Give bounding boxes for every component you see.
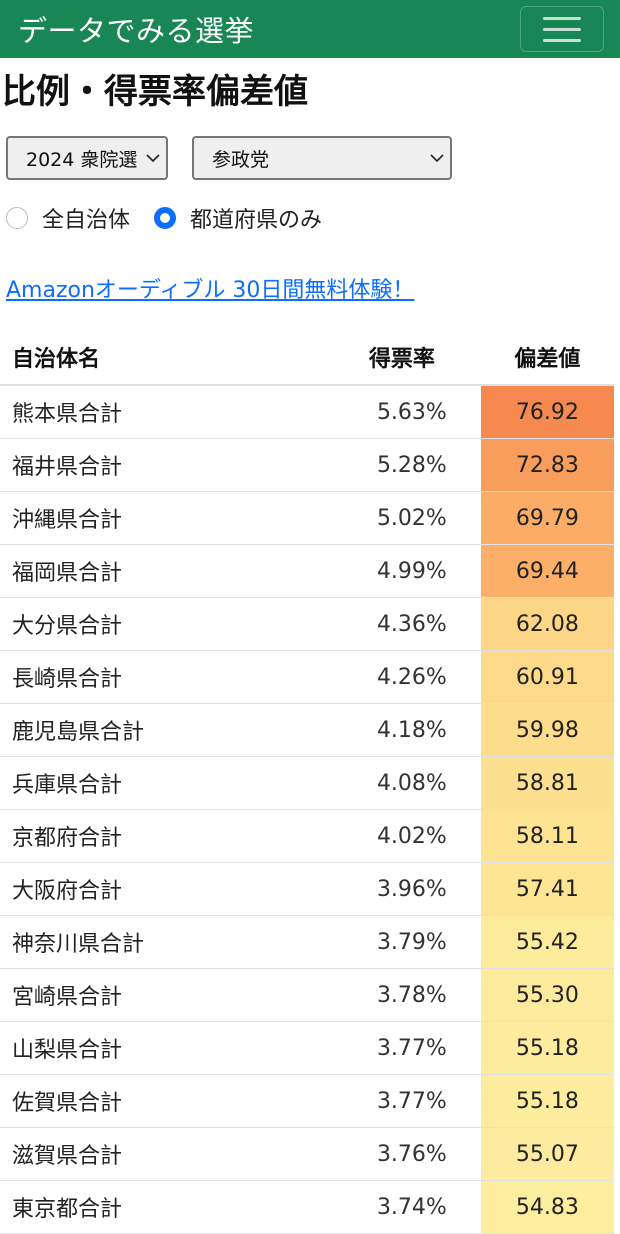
deviation-value: 55.30: [480, 968, 614, 1022]
deviation-value: 69.79: [480, 491, 614, 545]
deviation-value: 58.11: [480, 809, 614, 863]
table-row: 神奈川県合計 3.79% 55.42: [0, 915, 614, 969]
header-vote-rate[interactable]: 得票率: [323, 330, 481, 386]
vote-rate: 3.76%: [323, 1127, 481, 1181]
table-row: 宮崎県合計 3.78% 55.30: [0, 968, 614, 1022]
municipality-name: 福井県合計: [0, 438, 324, 492]
vote-rate: 4.08%: [323, 756, 481, 810]
table-row: 福井県合計 5.28% 72.83: [0, 438, 614, 492]
radio-all-municipalities[interactable]: [6, 207, 28, 229]
municipality-name: 佐賀県合計: [0, 1074, 324, 1128]
scope-radio-group: 全自治体 都道府県のみ: [0, 180, 620, 234]
table-row: 滋賀県合計 3.76% 55.07: [0, 1127, 614, 1181]
table-row: 京都府合計 4.02% 58.11: [0, 809, 614, 863]
vote-rate: 3.96%: [323, 862, 481, 916]
table-row: 熊本県合計 5.63% 76.92: [0, 385, 614, 439]
municipality-name: 京都府合計: [0, 809, 324, 863]
municipality-name: 鹿児島県合計: [0, 703, 324, 757]
table-row: 長崎県合計 4.26% 60.91: [0, 650, 614, 704]
deviation-value: 62.08: [480, 597, 614, 651]
municipality-name: 福岡県合計: [0, 544, 324, 598]
deviation-value: 54.83: [480, 1180, 614, 1234]
deviation-value: 69.44: [480, 544, 614, 598]
election-select-value: 2024 衆院選: [26, 148, 138, 171]
header-municipality[interactable]: 自治体名: [0, 330, 324, 386]
municipality-name: 大分県合計: [0, 597, 324, 651]
vote-rate: 3.77%: [323, 1021, 481, 1075]
deviation-value: 76.92: [480, 385, 614, 439]
vote-rate: 3.78%: [323, 968, 481, 1022]
party-select-value: 参政党: [212, 148, 270, 171]
table-body: 熊本県合計 5.63% 76.92 福井県合計 5.28% 72.83 沖縄県合計 5.02%…: [0, 385, 614, 1234]
page-title: 比例・得票率偏差値: [2, 72, 308, 112]
filter-selects: 2024 衆院選 参政党: [0, 112, 620, 180]
vote-rate: 3.79%: [323, 915, 481, 969]
vote-rate: 4.36%: [323, 597, 481, 651]
municipality-name: 宮崎県合計: [0, 968, 324, 1022]
radio-prefectures-only[interactable]: [154, 207, 177, 229]
vote-rate: 5.02%: [323, 491, 481, 545]
municipality-name: 東京都合計: [0, 1180, 324, 1234]
vote-rate: 4.99%: [323, 544, 481, 598]
municipality-name: 大阪府合計: [0, 862, 324, 916]
deviation-value: 59.98: [480, 703, 614, 757]
deviation-value: 72.83: [480, 438, 614, 492]
vote-rate: 3.77%: [323, 1074, 481, 1128]
table-row: 佐賀県合計 3.77% 55.18: [0, 1074, 614, 1128]
hamburger-icon[interactable]: [520, 6, 604, 52]
header-deviation[interactable]: 偏差値: [480, 330, 614, 386]
deviation-value: 58.81: [480, 756, 614, 810]
municipality-name: 熊本県合計: [0, 385, 324, 439]
deviation-table: 自治体名 得票率 偏差値 熊本県合計 5.63% 76.92 福井県合計 5.28% 72…: [0, 330, 614, 1234]
chevron-down-icon: [430, 151, 444, 165]
table-row: 沖縄県合計 5.02% 69.79: [0, 491, 614, 545]
municipality-name: 山梨県合計: [0, 1021, 324, 1075]
hamburger-line: [543, 16, 581, 20]
top-navbar: データでみる選挙: [0, 0, 620, 58]
deviation-value: 55.42: [480, 915, 614, 969]
vote-rate: 5.63%: [323, 385, 481, 439]
vote-rate: 4.26%: [323, 650, 481, 704]
vote-rate: 3.74%: [323, 1180, 481, 1234]
municipality-name: 長崎県合計: [0, 650, 324, 704]
table-row: 兵庫県合計 4.08% 58.81: [0, 756, 614, 810]
vote-rate: 5.28%: [323, 438, 481, 492]
election-select[interactable]: 2024 衆院選: [6, 136, 168, 180]
hamburger-line: [543, 27, 581, 31]
deviation-value: 60.91: [480, 650, 614, 704]
table-row: 鹿児島県合計 4.18% 59.98: [0, 703, 614, 757]
amazon-audible-link[interactable]: Amazonオーディブル 30日間無料体験！: [6, 278, 415, 303]
vote-rate: 4.02%: [323, 809, 481, 863]
table-header-row: 自治体名 得票率 偏差値: [0, 330, 614, 386]
municipality-name: 沖縄県合計: [0, 491, 324, 545]
table-row: 山梨県合計 3.77% 55.18: [0, 1021, 614, 1075]
table-row: 大分県合計 4.36% 62.08: [0, 597, 614, 651]
table-row: 東京都合計 3.74% 54.83: [0, 1180, 614, 1234]
site-brand[interactable]: データでみる選挙: [18, 14, 255, 48]
deviation-value: 57.41: [480, 862, 614, 916]
deviation-value: 55.18: [480, 1074, 614, 1128]
party-select[interactable]: 参政党: [192, 136, 452, 180]
municipality-name: 神奈川県合計: [0, 915, 324, 969]
deviation-value: 55.07: [480, 1127, 614, 1181]
deviation-value: 55.18: [480, 1021, 614, 1075]
radio-pref-label[interactable]: 都道府県のみ: [190, 208, 323, 233]
municipality-name: 兵庫県合計: [0, 756, 324, 810]
chevron-down-icon: [146, 151, 160, 165]
table-row: 福岡県合計 4.99% 69.44: [0, 544, 614, 598]
radio-all-label[interactable]: 全自治体: [42, 208, 131, 233]
table-row: 大阪府合計 3.96% 57.41: [0, 862, 614, 916]
vote-rate: 4.18%: [323, 703, 481, 757]
municipality-name: 滋賀県合計: [0, 1127, 324, 1181]
hamburger-line: [543, 38, 581, 42]
